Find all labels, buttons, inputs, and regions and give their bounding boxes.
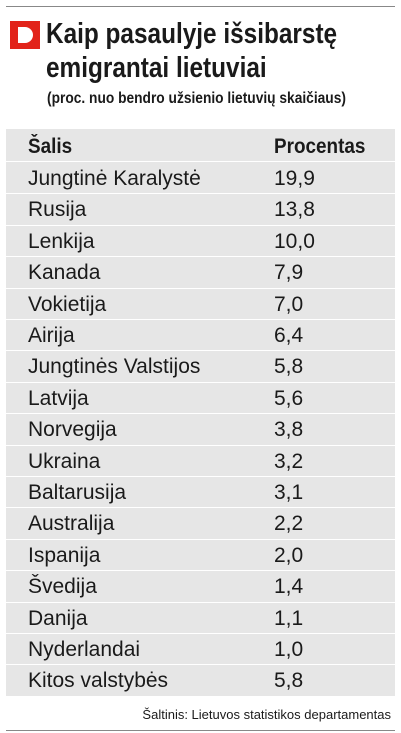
table-row: Australija 2,2 bbox=[6, 508, 395, 540]
percent-cell: 1,1 bbox=[274, 606, 304, 630]
percent-cell: 5,8 bbox=[274, 355, 304, 379]
table-row: Danija 1,1 bbox=[6, 603, 395, 634]
table-row: Kanada 7,9 bbox=[6, 257, 395, 289]
country-cell: Ukraina bbox=[28, 449, 101, 473]
table-row: Baltarusija 3,1 bbox=[6, 477, 395, 509]
bottom-rule bbox=[6, 730, 395, 731]
title: emigrantai lietuviai bbox=[46, 52, 267, 84]
percent-cell: 7,9 bbox=[274, 261, 304, 285]
country-cell: Kitos valstybės bbox=[28, 669, 169, 693]
country-cell: Rusija bbox=[28, 198, 87, 222]
percent-cell: 6,4 bbox=[274, 324, 304, 347]
percent-cell: 13,8 bbox=[274, 198, 315, 222]
country-cell: Kanada bbox=[28, 261, 101, 285]
top-rule bbox=[6, 6, 395, 7]
percent-cell: 19,9 bbox=[274, 167, 315, 190]
title: Kaip pasaulyje išsibarstę bbox=[46, 18, 338, 50]
country-cell: Danija bbox=[28, 606, 88, 630]
column-header: Šalis bbox=[28, 135, 73, 158]
country-cell: Australija bbox=[28, 512, 115, 536]
percent-cell: 3,2 bbox=[274, 449, 304, 473]
table-row: Rusija 13,8 bbox=[6, 194, 395, 226]
country-cell: Airija bbox=[28, 324, 75, 347]
percent-cell: 3,1 bbox=[274, 481, 304, 504]
percent-cell: 5,8 bbox=[274, 669, 304, 693]
country-cell: Baltarusija bbox=[28, 481, 127, 504]
table-row: Ukraina 3,2 bbox=[6, 446, 395, 477]
source: Šaltinis: Lietuvos statistikos departame… bbox=[142, 707, 391, 722]
country-cell: Jungtinės Valstijos bbox=[28, 355, 201, 379]
percent-cell: 5,6 bbox=[274, 386, 304, 410]
country-cell: Norvegija bbox=[28, 418, 117, 442]
percent-cell: 1,4 bbox=[274, 575, 304, 599]
country-cell: Jungtinė Karalystė bbox=[28, 167, 201, 190]
table-row: Jungtinė Karalystė 19,9 bbox=[6, 163, 395, 195]
percent-cell: 2,0 bbox=[274, 543, 304, 567]
logo bbox=[10, 21, 40, 49]
percent-cell: 7,0 bbox=[274, 292, 304, 316]
table-row: Latvija 5,6 bbox=[6, 383, 395, 415]
table-row: Nyderlandai 1,0 bbox=[6, 634, 395, 666]
table-row: Airija 6,4 bbox=[6, 320, 395, 352]
table-row: Kitos valstybės 5,8 bbox=[6, 665, 395, 697]
subtitle: (proc. nuo bendro užsienio lietuvių skai… bbox=[47, 90, 346, 107]
country-cell: Švedija bbox=[28, 575, 97, 599]
table: Šalis Procentas Jungtinė Karalystė 19,9 Ru… bbox=[6, 129, 395, 697]
percent-cell: 3,8 bbox=[274, 418, 304, 442]
country-cell: Lenkija bbox=[28, 229, 95, 253]
country-cell: Ispanija bbox=[28, 543, 101, 567]
table-row: Ispanija 2,0 bbox=[6, 540, 395, 572]
country-cell: Nyderlandai bbox=[28, 638, 141, 661]
table-row: Jungtinės Valstijos 5,8 bbox=[6, 351, 395, 383]
table-row: Norvegija 3,8 bbox=[6, 414, 395, 446]
table-row: Vokietija 7,0 bbox=[6, 289, 395, 320]
table-row: Lenkija 10,0 bbox=[6, 226, 395, 258]
percent-cell: 2,2 bbox=[274, 512, 304, 536]
table-row: Švedija 1,4 bbox=[6, 571, 395, 603]
percent-cell: 10,0 bbox=[274, 229, 315, 253]
column-header: Procentas bbox=[274, 135, 366, 158]
country-cell: Vokietija bbox=[28, 292, 107, 316]
header-row: Šalis Procentas bbox=[6, 132, 395, 162]
percent-cell: 1,0 bbox=[274, 638, 304, 661]
country-cell: Latvija bbox=[28, 386, 89, 410]
